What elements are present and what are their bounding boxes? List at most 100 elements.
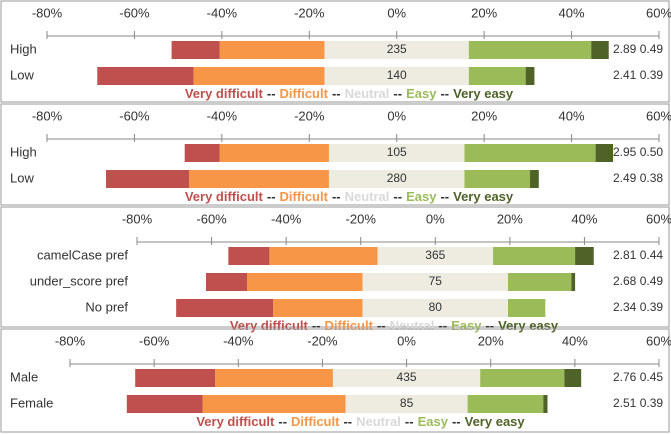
legend-entry: Very difficult [230,318,309,333]
x-tick-label: 40% [559,108,585,123]
bar-segment [219,144,329,162]
bar-segment [362,299,508,317]
x-tick-label: -60% [196,211,227,226]
bar-segment [246,273,363,291]
legend-entry: Very easy [498,318,559,333]
bar-segment [595,144,614,162]
bar-segment [184,144,220,162]
legend-entry: Neutral [345,86,390,101]
bar-segment [377,247,494,265]
bar-segment [126,395,203,413]
bar-segment [564,369,582,387]
neutral-count: 235 [387,42,407,56]
bar-segment [493,247,576,265]
legend-separator: -- [278,414,287,429]
neutral-count: 75 [429,274,443,288]
bar-segment [530,170,539,188]
x-tick-label: 20% [497,211,523,226]
x-tick-label: 20% [471,5,497,20]
stats-label: 2.95 0.50 [613,145,663,159]
stats-label: 2.68 0.49 [613,274,663,288]
bar-segment [202,395,346,413]
x-tick-label: 20% [478,333,504,348]
legend-separator: -- [485,318,494,333]
legend-separator: -- [452,414,461,429]
bar-segment [193,67,325,85]
x-tick-label: -80% [32,108,63,123]
bar-segment [575,247,594,265]
bar-segment [189,170,329,188]
legend-entry: Neutral [390,318,435,333]
category-label: under_score pref [30,273,129,288]
legend-separator: -- [332,86,341,101]
legend-separator: -- [393,189,402,204]
bar-segment [273,299,363,317]
bar-segment [345,395,468,413]
bar-segment [468,67,526,85]
legend-entry: Very easy [465,414,526,429]
bar-segment [205,273,247,291]
x-tick-label: -60% [119,108,150,123]
bar-segment [269,247,378,265]
x-tick-label: -20% [294,5,325,20]
legend-entry: Very difficult [196,414,275,429]
legend-entry: Difficult [280,189,329,204]
legend-entry: Difficult [325,318,374,333]
legend-separator: -- [332,189,341,204]
x-tick-label: -60% [139,333,170,348]
stats-label: 2.34 0.39 [613,300,663,314]
bar-segment [97,67,194,85]
x-tick-label: -40% [207,5,238,20]
legend-separator: -- [440,86,449,101]
bar-segment [591,41,609,59]
x-tick-label: 60% [646,211,671,226]
x-tick-label: -20% [307,333,338,348]
legend-entry: Easy [406,189,437,204]
legend: Very difficult -- Difficult -- Neutral -- Easy… [185,86,514,101]
category-label: Female [10,395,53,410]
legend: Very difficult -- Difficult -- Neutral -- Easy… [230,318,559,333]
legend-entry: Neutral [356,414,401,429]
panel-border [0,206,670,328]
x-tick-label: -80% [55,333,86,348]
bar-segment [480,369,565,387]
stats-label: 2.49 0.38 [613,171,663,185]
bar-segment [332,369,481,387]
stats-label: 2.51 0.39 [613,396,663,410]
bar-segment [362,273,508,291]
legend-separator: -- [438,318,447,333]
x-tick-label: -80% [32,5,63,20]
stats-label: 2.81 0.44 [613,248,663,262]
bar-segment [176,299,274,317]
bar-segment [228,247,270,265]
bar-segment [507,299,546,317]
x-tick-label: -20% [294,108,325,123]
legend-entry: Very easy [453,86,514,101]
legend-entry: Easy [451,318,482,333]
neutral-count: 80 [429,300,443,314]
category-label: Low [10,170,34,185]
legend: Very difficult -- Difficult -- Neutral -- Easy… [185,189,514,204]
x-tick-label: 60% [646,108,671,123]
legend-separator: -- [405,414,414,429]
legend: Very difficult -- Difficult -- Neutral -- Easy… [196,414,525,429]
panel-border [0,0,670,103]
bar-segment [507,273,572,291]
neutral-count: 140 [387,68,407,82]
bar-segment [135,369,216,387]
bar-segment [215,369,333,387]
x-tick-label: 0% [426,211,445,226]
x-tick-label: -40% [207,108,238,123]
x-tick-label: 40% [559,5,585,20]
neutral-count: 365 [425,248,445,262]
x-tick-label: 60% [646,5,671,20]
bar-segment [464,170,531,188]
legend-separator: -- [267,86,276,101]
legend-separator: -- [393,86,402,101]
stats-label: 2.76 0.45 [613,370,663,384]
stats-label: 2.41 0.39 [613,68,663,82]
legend-separator: -- [343,414,352,429]
legend-separator: -- [440,189,449,204]
